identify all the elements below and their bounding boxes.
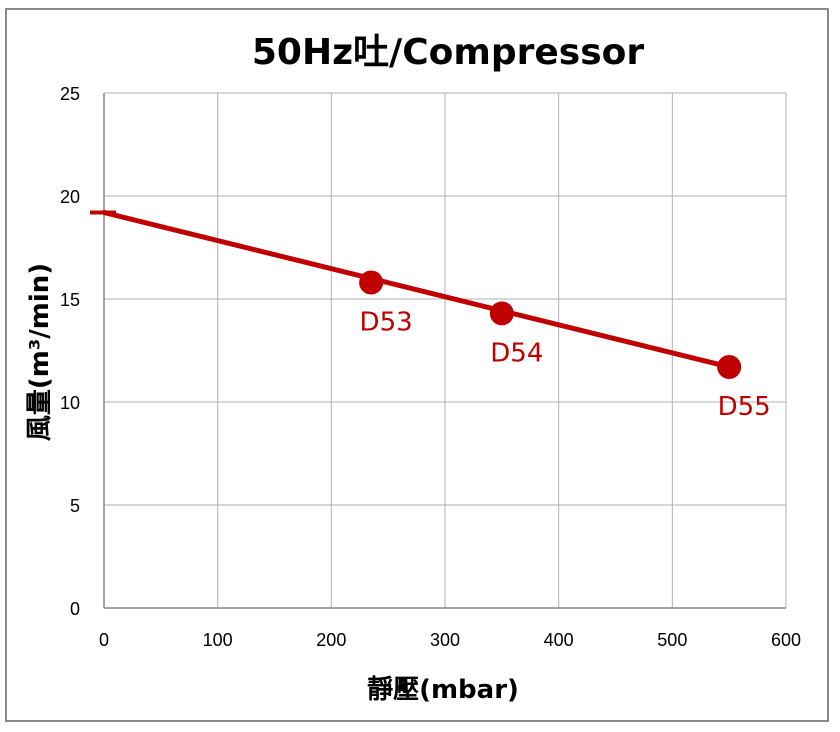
y-axis-title: 風量(m³/min) — [25, 263, 55, 441]
data-point — [717, 354, 742, 379]
data-label: D53 — [360, 308, 413, 338]
x-tick-label: 400 — [544, 630, 574, 650]
x-tick-label: 0 — [99, 630, 109, 650]
y-tick-label: 5 — [70, 496, 80, 516]
y-tick-label: 10 — [60, 393, 80, 413]
y-tick-label: 20 — [60, 187, 80, 207]
data-label: D55 — [718, 392, 771, 422]
data-point — [489, 301, 514, 326]
y-tick-label: 0 — [70, 599, 80, 619]
x-tick-label: 500 — [657, 630, 687, 650]
chart-frame — [5, 8, 829, 722]
x-tick-label: 200 — [316, 630, 346, 650]
data-point — [359, 270, 384, 295]
y-tick-label: 15 — [60, 290, 80, 310]
data-label: D54 — [490, 338, 543, 368]
x-tick-label: 600 — [771, 630, 801, 650]
chart-title: 50Hz吐/Compressor — [252, 32, 645, 73]
x-tick-label: 300 — [430, 630, 460, 650]
series-line — [101, 209, 732, 370]
x-tick-label: 100 — [203, 630, 233, 650]
x-axis-title: 靜壓(mbar) — [367, 675, 519, 705]
y-tick-label: 25 — [60, 84, 80, 104]
